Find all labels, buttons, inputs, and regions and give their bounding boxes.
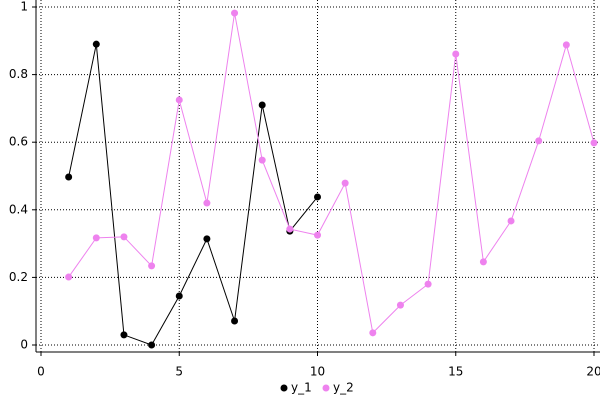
legend-marker [322,384,330,392]
point [507,217,515,225]
point [369,329,377,337]
point [341,179,349,187]
series-line [68,12,595,334]
y-tick-label: 0 [20,338,28,352]
legend-label: y_1 [291,381,312,395]
point [535,137,543,145]
series-line [68,44,318,346]
point [65,173,73,181]
y-tick-label: 1 [20,0,28,14]
point [424,280,432,288]
y-tick-label: 0.6 [9,135,28,149]
x-tick-label: 5 [175,365,183,379]
point [286,225,294,233]
y-tick-label: 0.2 [9,270,28,284]
point [258,156,266,164]
point [120,233,128,241]
y-tick-label: 0.4 [9,202,28,216]
legend-marker [280,384,288,392]
point [175,96,183,104]
x-tick-label: 0 [37,365,45,379]
point [148,341,156,349]
y-tick-label: 0.8 [9,67,28,81]
x-tick-label: 10 [310,365,325,379]
point [314,193,321,201]
point [148,262,156,270]
point [231,9,239,17]
point [175,292,183,300]
point [120,331,128,339]
point [314,231,321,239]
point [92,40,100,48]
point [231,317,239,325]
point [396,301,404,309]
x-tick-label: 20 [586,365,600,379]
x-tick-label: 15 [448,365,463,379]
point [65,273,73,281]
point [562,41,570,49]
point [258,101,266,109]
point [203,199,211,207]
point [203,235,211,243]
point [452,50,460,58]
point [92,234,100,242]
point [590,139,598,147]
point [479,258,487,266]
legend-label: y_2 [333,381,354,395]
